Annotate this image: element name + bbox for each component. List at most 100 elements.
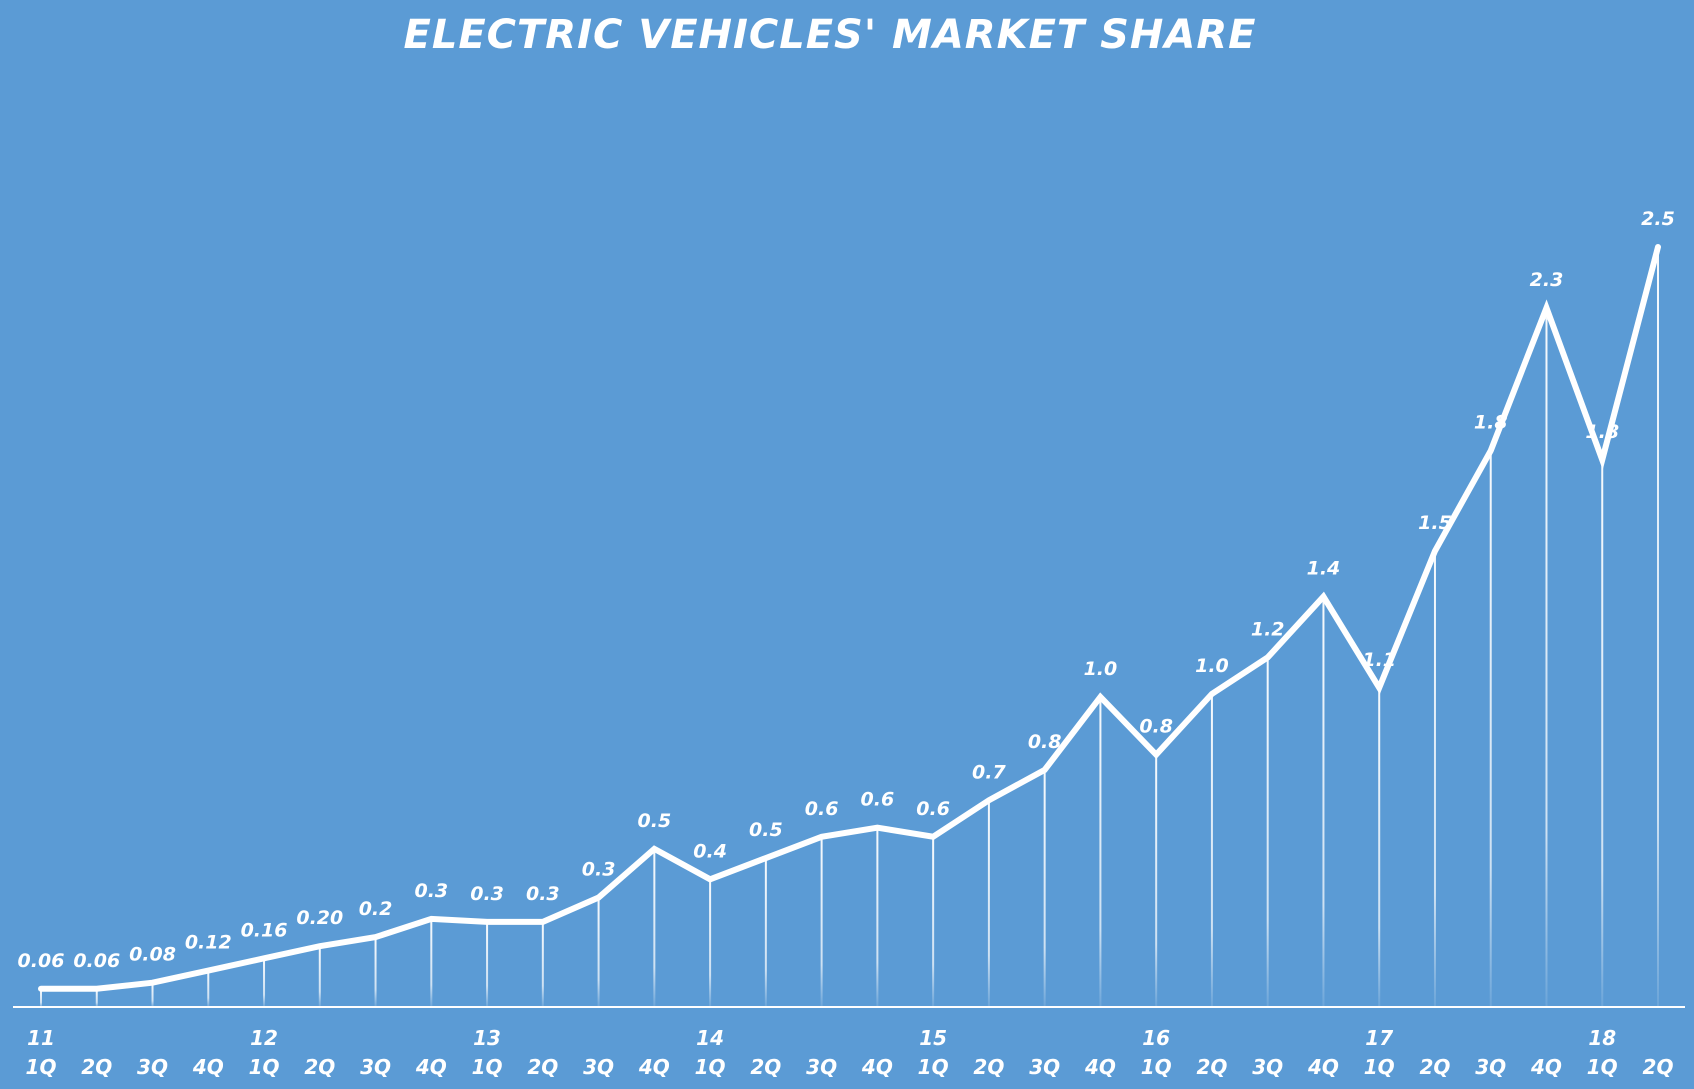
data-label: 0.06: [73, 950, 120, 972]
drop-line: [876, 827, 879, 1007]
drop-line: [374, 937, 377, 1007]
x-tick-quarter: 1Q: [472, 1055, 503, 1079]
drop-line: [597, 897, 600, 1007]
x-tick-year: 11: [27, 1026, 55, 1050]
data-label: 0.06: [18, 950, 65, 972]
drop-line: [1266, 657, 1269, 1007]
drop-line: [1378, 687, 1381, 1007]
drop-line: [318, 946, 321, 1007]
drop-line: [1043, 769, 1046, 1007]
x-tick-year: 18: [1588, 1026, 1616, 1050]
x-tick-quarter: 1Q: [1587, 1055, 1618, 1079]
drop-line: [1210, 693, 1213, 1007]
x-tick-quarter: 4Q: [1084, 1055, 1116, 1079]
data-label: 0.6: [805, 798, 839, 820]
data-label: 1.0: [1084, 658, 1118, 680]
x-tick-quarter: 1Q: [249, 1055, 280, 1079]
data-label: 1.0: [1195, 655, 1229, 677]
data-label: 0.12: [185, 932, 232, 954]
drop-line: [932, 836, 935, 1007]
data-label: 1.8: [1474, 412, 1508, 434]
x-tick-year: 15: [919, 1026, 947, 1050]
x-tick-quarter: 2Q: [527, 1055, 558, 1079]
data-label: 0.8: [1139, 716, 1173, 738]
x-tick-quarter: 2Q: [1420, 1055, 1451, 1079]
x-tick-quarter: 2Q: [750, 1055, 781, 1079]
x-tick-quarter: 2Q: [304, 1055, 335, 1079]
x-tick-quarter: 2Q: [81, 1055, 112, 1079]
data-label: 0.3: [414, 880, 448, 902]
drop-line: [1322, 596, 1325, 1007]
drop-line: [1545, 307, 1548, 1007]
x-tick-year: 17: [1365, 1026, 1393, 1050]
x-tick-quarter: 3Q: [137, 1055, 168, 1079]
drop-line: [709, 879, 712, 1007]
data-label: 0.3: [470, 883, 504, 905]
drop-line: [1601, 459, 1604, 1007]
data-label: 0.20: [296, 907, 343, 929]
x-tick-quarter: 2Q: [1643, 1055, 1674, 1079]
x-tick-year: 16: [1142, 1026, 1170, 1050]
x-tick-quarter: 4Q: [638, 1055, 670, 1079]
x-tick-quarter: 4Q: [1530, 1055, 1562, 1079]
data-label: 0.2: [359, 898, 393, 920]
x-tick-quarter: 3Q: [1475, 1055, 1506, 1079]
data-label: 0.5: [638, 810, 672, 832]
x-tick-quarter: 4Q: [415, 1055, 447, 1079]
drop-line: [40, 988, 42, 1007]
data-label: 0.16: [241, 919, 288, 941]
data-label: 0.6: [861, 789, 895, 811]
data-label: 1.5: [1418, 512, 1452, 534]
x-tick-year: 13: [473, 1026, 501, 1050]
x-tick-quarter: 2Q: [973, 1055, 1004, 1079]
drop-line: [987, 800, 990, 1007]
drop-line: [95, 988, 98, 1007]
drop-line: [1433, 551, 1436, 1007]
data-label: 0.08: [129, 944, 176, 966]
drop-line: [1657, 247, 1659, 1007]
drop-line: [207, 970, 210, 1007]
drop-line: [541, 921, 544, 1007]
drop-line: [151, 982, 154, 1007]
x-tick-quarter: 1Q: [1364, 1055, 1395, 1079]
data-label: 1.1: [1362, 649, 1396, 671]
data-label: 1.2: [1251, 618, 1285, 640]
data-label: 1.8: [1585, 421, 1619, 443]
x-tick-quarter: 3Q: [360, 1055, 391, 1079]
data-label: 1.4: [1307, 558, 1341, 580]
drop-line: [486, 921, 489, 1007]
data-label: 0.5: [749, 819, 783, 841]
x-tick-quarter: 1Q: [695, 1055, 726, 1079]
x-tick-quarter: 1Q: [1141, 1055, 1172, 1079]
data-label: 0.8: [1028, 731, 1062, 753]
series-line: [38, 244, 1661, 992]
drop-line: [1489, 450, 1492, 1007]
x-tick-quarter: 4Q: [192, 1055, 224, 1079]
data-label: 0.3: [526, 883, 560, 905]
x-tick-year: 12: [250, 1026, 278, 1050]
x-tick-quarter: 3Q: [583, 1055, 614, 1079]
x-tick-quarter: 3Q: [1252, 1055, 1283, 1079]
chart-title: ELECTRIC VEHICLES' MARKET SHARE: [403, 12, 1257, 58]
x-tick-quarter: 4Q: [1307, 1055, 1339, 1079]
drop-line: [1155, 754, 1158, 1007]
data-label: 0.4: [693, 840, 727, 862]
drop-line: [1099, 696, 1102, 1007]
x-tick-quarter: 3Q: [1029, 1055, 1060, 1079]
drop-line: [430, 918, 433, 1007]
x-tick-quarter: 1Q: [918, 1055, 949, 1079]
data-label: 2.3: [1530, 269, 1564, 291]
drop-line: [820, 836, 823, 1007]
x-tick-quarter: 1Q: [26, 1055, 57, 1079]
drop-line: [653, 848, 656, 1007]
data-label: 0.3: [582, 859, 616, 881]
data-label: 0.7: [972, 761, 1006, 783]
drop-line: [263, 958, 266, 1007]
x-tick-quarter: 4Q: [861, 1055, 893, 1079]
x-tick-quarter: 3Q: [806, 1055, 837, 1079]
x-tick-year: 14: [696, 1026, 724, 1050]
data-label: 0.6: [916, 798, 950, 820]
data-label: 2.5: [1641, 208, 1675, 230]
drop-line: [764, 858, 767, 1007]
